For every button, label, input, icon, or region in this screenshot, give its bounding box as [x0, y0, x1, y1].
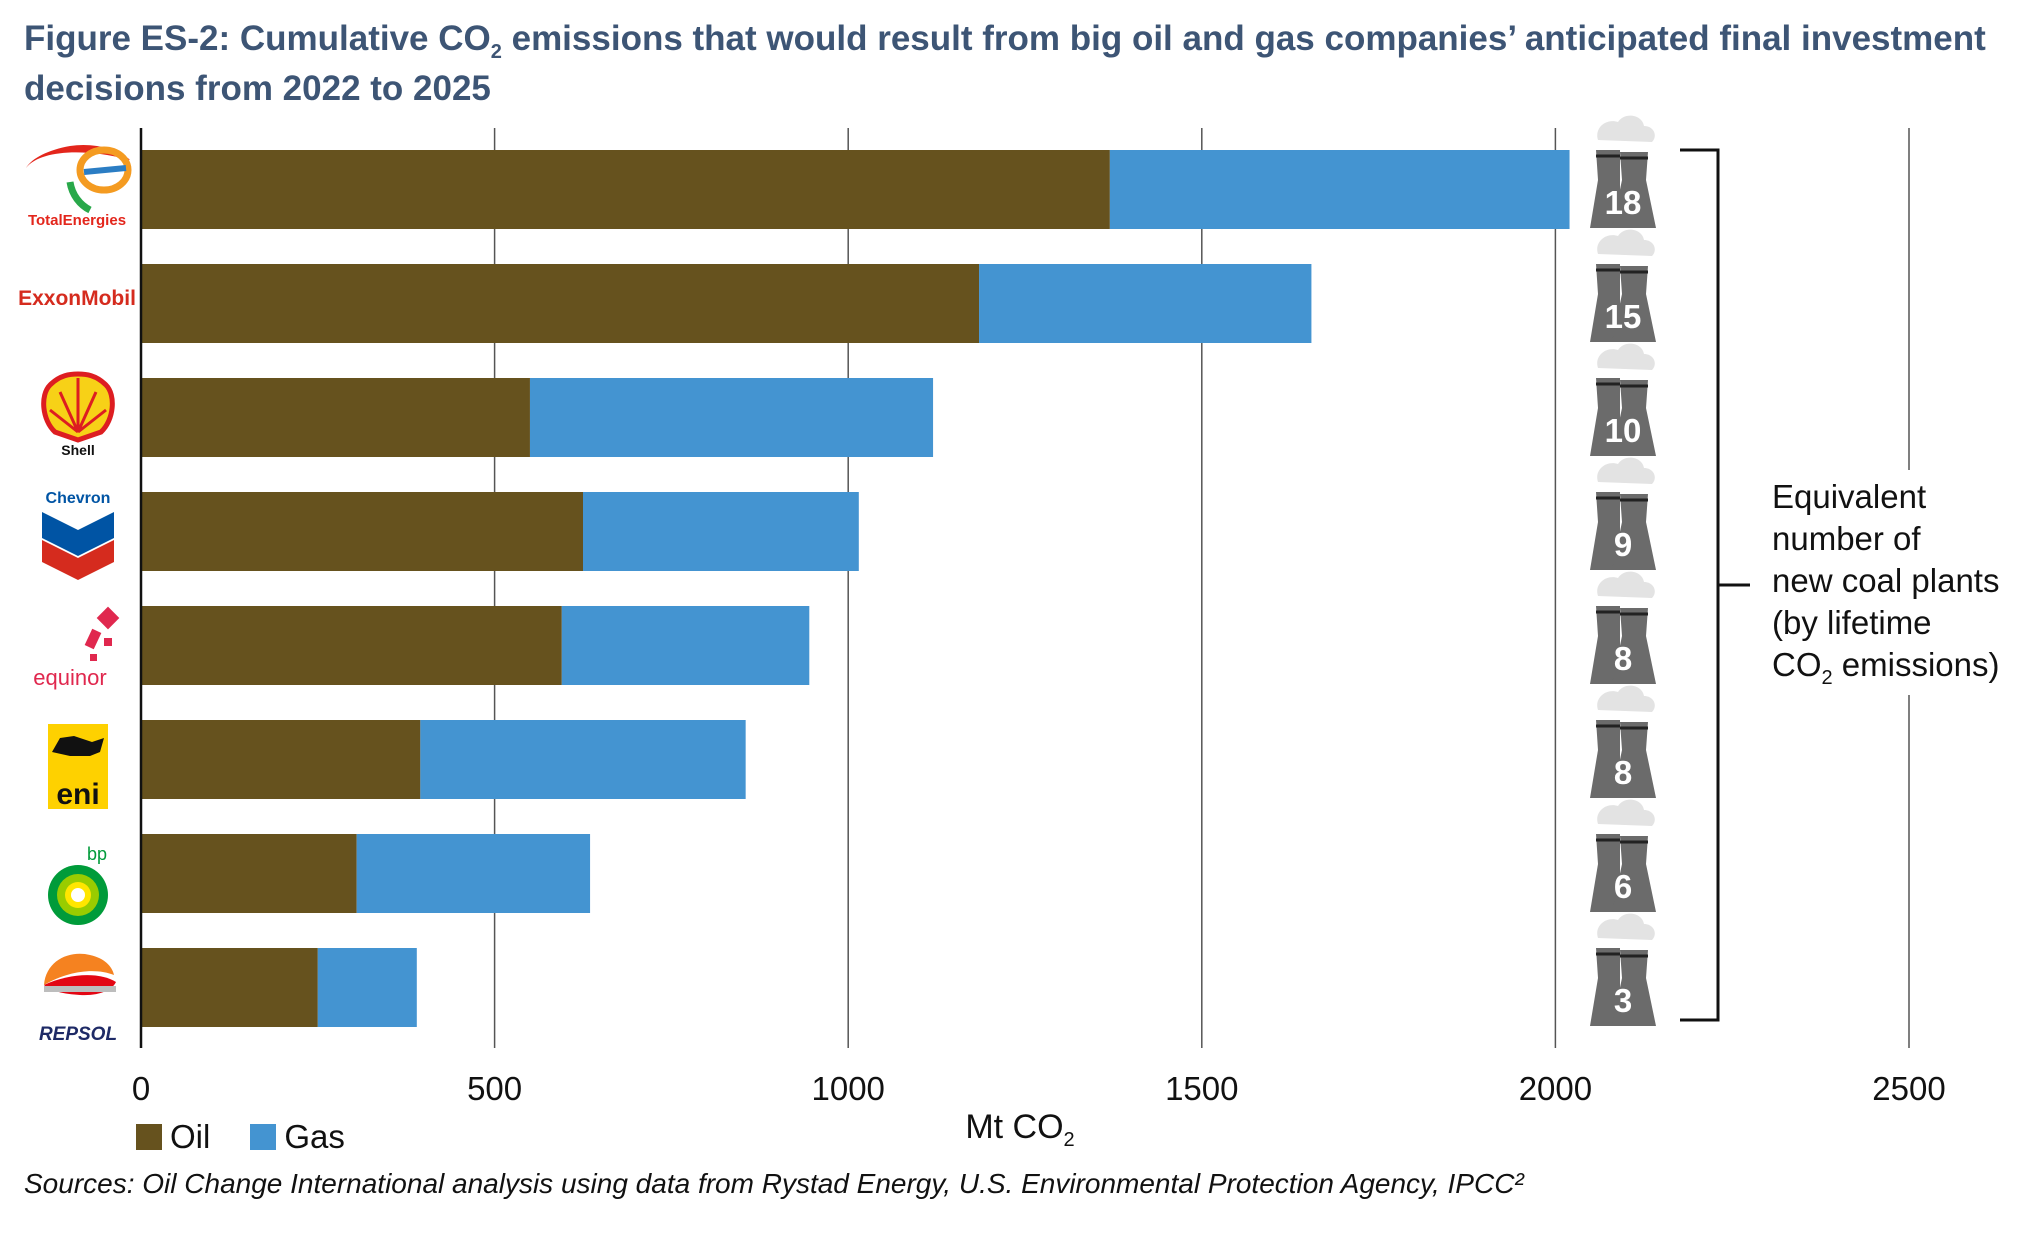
- legend-oil-label: Oil: [170, 1118, 211, 1155]
- svg-text:bp: bp: [87, 844, 107, 864]
- coal-plant-count: 15: [1605, 298, 1642, 335]
- coal-plant-count: 9: [1614, 526, 1632, 563]
- cooling-tower-icon: [1612, 266, 1656, 342]
- legend: Oil Gas: [136, 1118, 385, 1156]
- figure-title: Figure ES-2: Cumulative CO2 emissions th…: [24, 19, 1986, 108]
- cooling-tower-icon: [1590, 492, 1620, 570]
- coal-plant-count: 8: [1614, 754, 1632, 791]
- coal-plant-count: 8: [1614, 640, 1632, 677]
- coal-plant-icon-0: 18: [1590, 115, 1656, 228]
- svg-text:eni: eni: [56, 778, 99, 811]
- legend-gas: Gas: [250, 1118, 345, 1156]
- bar-gas-totalenergies: [1109, 150, 1570, 229]
- bar-oil-chevron: [141, 492, 583, 571]
- equinor-logo: equinor: [33, 606, 120, 690]
- bar-oil-shell: [141, 378, 530, 457]
- coal-plant-annotation: Equivalent number of new coal plants (by…: [1772, 474, 2022, 688]
- smoke-icon: [1597, 685, 1655, 712]
- bar-gas-eni: [420, 720, 746, 799]
- x-tick-label-2000: 2000: [1519, 1070, 1592, 1107]
- coal-plant-count: 10: [1605, 412, 1642, 449]
- coal-plant-icons: 18 15 10 9 8 8 6 3: [1590, 115, 1656, 1026]
- cooling-tower-icon: [1590, 834, 1620, 912]
- bracket: [1680, 148, 1750, 1022]
- cooling-tower-icon: [1612, 380, 1656, 456]
- bar-gas-bp: [356, 834, 591, 913]
- bar-gas-equinor: [561, 606, 810, 685]
- svg-text:REPSOL: REPSOL: [39, 1024, 117, 1045]
- repsol-logo: REPSOL: [39, 953, 117, 1045]
- coal-plant-icon-5: 8: [1590, 685, 1656, 798]
- x-tick-label-1500: 1500: [1165, 1070, 1238, 1107]
- svg-text:equinor: equinor: [33, 665, 106, 690]
- svg-text:Shell: Shell: [61, 442, 94, 458]
- x-axis-label: Mt CO2: [965, 1108, 1075, 1151]
- x-tick-label-1000: 1000: [811, 1070, 884, 1107]
- x-tick-label-0: 0: [132, 1070, 150, 1107]
- cooling-tower-icon: [1612, 836, 1656, 912]
- svg-text:ExxonMobil: ExxonMobil: [18, 287, 136, 310]
- bar-gas-chevron: [583, 492, 859, 571]
- x-tick-label-2500: 2500: [1872, 1070, 1945, 1107]
- cooling-tower-icon: [1590, 264, 1620, 342]
- coal-plant-count: 6: [1614, 868, 1632, 905]
- coal-plant-icon-2: 10: [1590, 343, 1656, 456]
- coal-plant-icon-6: 6: [1590, 799, 1656, 912]
- smoke-icon: [1597, 343, 1655, 370]
- eni-logo: eni: [48, 724, 108, 811]
- coal-plant-count: 18: [1605, 184, 1642, 221]
- bars: [141, 150, 1570, 1027]
- smoke-icon: [1597, 457, 1655, 484]
- smoke-icon: [1597, 115, 1655, 142]
- bar-gas-shell: [529, 378, 934, 457]
- coal-plant-icon-3: 9: [1590, 457, 1656, 570]
- totalenergies-logo: TotalEnergies: [26, 144, 132, 229]
- svg-text:TotalEnergies: TotalEnergies: [28, 212, 126, 229]
- legend-oil: Oil: [136, 1118, 210, 1156]
- bar-oil-repsol: [141, 948, 318, 1027]
- cooling-tower-icon: [1612, 152, 1656, 228]
- cooling-tower-icon: [1590, 378, 1620, 456]
- coal-plant-icon-7: 3: [1590, 913, 1656, 1026]
- bp-logo: bp: [48, 844, 108, 925]
- cooling-tower-icon: [1590, 606, 1620, 684]
- cooling-tower-icon: [1590, 948, 1620, 1026]
- coal-plant-icon-4: 8: [1590, 571, 1656, 684]
- x-tick-labels: 0 500 1000 1500 2000 2500: [132, 1070, 1946, 1107]
- bar-gas-repsol: [317, 948, 417, 1027]
- bar-oil-equinor: [141, 606, 562, 685]
- cooling-tower-icon: [1590, 150, 1620, 228]
- shell-logo: Shell: [41, 371, 115, 458]
- cooling-tower-icon: [1612, 608, 1656, 684]
- bar-gas-exxonmobil: [979, 264, 1312, 343]
- cooling-tower-icon: [1612, 950, 1656, 1026]
- cooling-tower-icon: [1612, 722, 1656, 798]
- exxonmobil-logo: ExxonMobil: [18, 287, 136, 310]
- cooling-tower-icon: [1612, 494, 1656, 570]
- smoke-icon: [1597, 229, 1655, 256]
- smoke-icon: [1597, 799, 1655, 826]
- bar-oil-bp: [141, 834, 357, 913]
- coal-plant-count: 3: [1614, 982, 1632, 1019]
- svg-text:Chevron: Chevron: [46, 490, 111, 507]
- cooling-tower-icon: [1590, 720, 1620, 798]
- legend-gas-label: Gas: [284, 1118, 345, 1155]
- legend-gas-swatch: [250, 1124, 277, 1150]
- bar-oil-eni: [141, 720, 421, 799]
- smoke-icon: [1597, 913, 1655, 940]
- coal-plant-icon-1: 15: [1590, 229, 1656, 342]
- chevron-logo: Chevron: [42, 490, 114, 580]
- legend-oil-swatch: [136, 1124, 162, 1150]
- bar-oil-totalenergies: [141, 150, 1110, 229]
- bar-oil-exxonmobil: [141, 264, 980, 343]
- source-note: Sources: Oil Change International analys…: [24, 1168, 1524, 1199]
- smoke-icon: [1597, 571, 1655, 598]
- x-tick-label-500: 500: [467, 1070, 522, 1107]
